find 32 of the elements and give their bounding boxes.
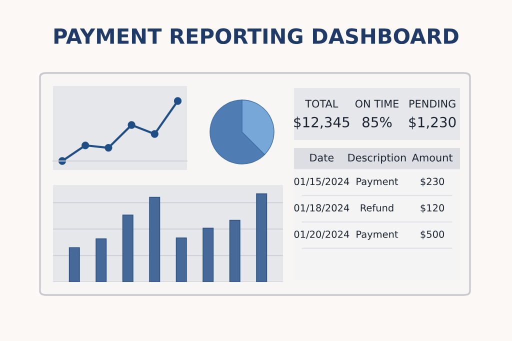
category-label: Amount: [412, 154, 453, 162]
text: 85%: [362, 116, 392, 128]
category-label: PENDING: [410, 100, 456, 108]
bar: [122, 214, 134, 282]
text: 01/15/2024: [294, 178, 350, 186]
text: Payment: [356, 230, 398, 240]
text: Payment: [356, 178, 398, 188]
bar: [96, 238, 107, 282]
point: [82, 142, 90, 150]
text: $1,230: [409, 116, 456, 130]
point: [150, 130, 158, 138]
text: $120: [420, 204, 444, 213]
point: [104, 144, 112, 152]
bar: [176, 237, 187, 282]
category-label: Description: [348, 154, 406, 164]
bar: [229, 220, 240, 282]
bar: [202, 228, 214, 282]
category-label: ON TIME: [355, 100, 398, 108]
category-label: TOTAL: [305, 100, 338, 108]
category-label: Date: [310, 154, 334, 162]
text: 01/20/2024: [294, 230, 350, 239]
text: 01/18/2024: [294, 204, 350, 212]
text: $500: [420, 230, 444, 240]
bar: [256, 193, 268, 282]
point: [128, 121, 136, 129]
bar: [68, 247, 80, 282]
text: $12,345: [294, 116, 350, 130]
text: Refund: [360, 204, 394, 212]
point: [174, 97, 182, 105]
bar: [149, 196, 160, 282]
text: $230: [420, 178, 444, 186]
text: PAYMENT REPORTING DASHBOARD: [54, 28, 458, 44]
